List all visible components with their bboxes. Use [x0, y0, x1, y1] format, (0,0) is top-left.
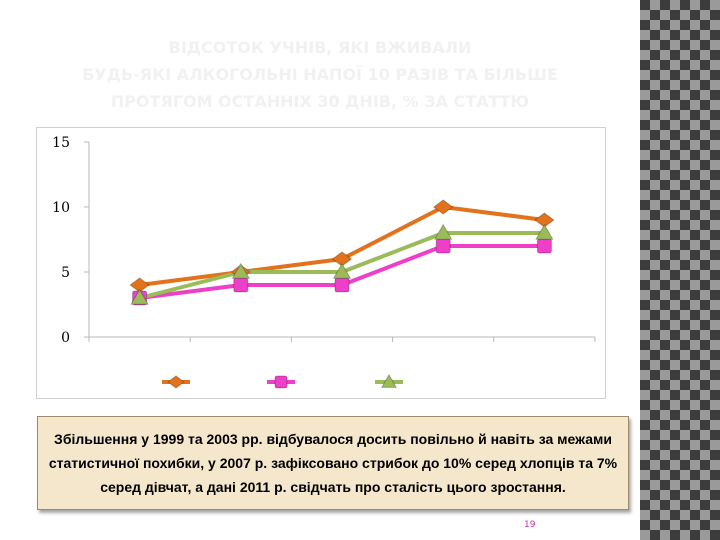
line-chart-svg: 0 5 10 15: [52, 135, 596, 389]
page-number: 19: [524, 520, 536, 530]
series-3-point: [433, 223, 453, 240]
series-3-point: [231, 262, 251, 279]
y-tick-label: 0: [61, 330, 70, 346]
caption-text: Збільшення у 1999 та 2003 рр. відбувалос…: [48, 431, 618, 495]
decorative-side-panel: [640, 0, 720, 540]
y-tick-label: 5: [61, 265, 70, 281]
title-line-3: ПРОТЯГОМ ОСТАННІХ 30 ДНІВ, % ЗА СТАТТЮ: [110, 92, 530, 111]
series-2-point: [536, 238, 552, 254]
series-3-point: [332, 262, 352, 279]
series-2-point: [435, 238, 451, 254]
series-3-point: [535, 223, 554, 240]
caption-box: Збільшення у 1999 та 2003 рр. відбувалос…: [37, 416, 629, 510]
series-3-point: [130, 288, 149, 305]
legend-series-2-marker: [274, 375, 288, 389]
slide-title: ВІДСОТОК УЧНІВ, ЯКІ ВЖИВАЛИ БУДЬ-ЯКІ АЛК…: [40, 34, 600, 115]
title-line-1: ВІДСОТОК УЧНІВ, ЯКІ ВЖИВАЛИ: [168, 38, 472, 57]
y-tick-label: 15: [52, 135, 70, 151]
series-1-point: [432, 199, 454, 215]
series-2-point: [233, 277, 249, 293]
y-tick-label: 10: [52, 200, 70, 216]
legend-series-3-marker: [380, 373, 398, 388]
line-chart: 0 5 10 15: [36, 127, 606, 399]
series-2-point: [334, 277, 350, 293]
title-line-2: БУДЬ-ЯКІ АЛКОГОЛЬНІ НАПОЇ 10 РАЗІВ ТА БІ…: [82, 65, 558, 84]
legend-series-1-marker: [167, 375, 185, 389]
